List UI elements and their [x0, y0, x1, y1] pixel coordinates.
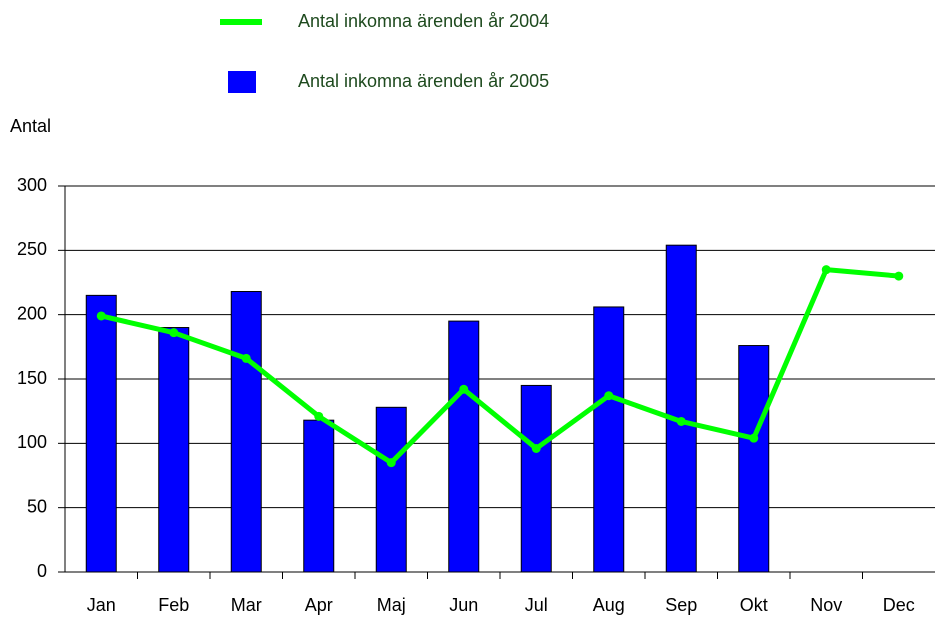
- x-tick-label: Okt: [740, 595, 768, 615]
- point: [169, 328, 179, 338]
- x-tick-label: Nov: [810, 595, 842, 615]
- y-tick-label: 200: [17, 303, 47, 323]
- point: [749, 433, 759, 443]
- point: [386, 458, 396, 468]
- bar: [448, 320, 480, 573]
- point: [531, 443, 541, 453]
- point: [604, 391, 614, 401]
- point: [676, 416, 686, 426]
- bar: [158, 327, 190, 573]
- bar: [85, 294, 117, 573]
- point: [241, 353, 251, 363]
- x-tick-label: Jul: [525, 595, 548, 615]
- x-tick-label: Mar: [231, 595, 262, 615]
- y-tick-label: 0: [37, 561, 47, 581]
- y-tick-label: 250: [17, 239, 47, 259]
- legend-swatch: [228, 71, 256, 93]
- bar: [738, 345, 770, 573]
- point: [459, 384, 469, 394]
- bar: [520, 384, 552, 573]
- bar: [375, 406, 407, 573]
- x-tick-label: Maj: [377, 595, 406, 615]
- x-tick-label: Aug: [593, 595, 625, 615]
- x-tick-label: Feb: [158, 595, 189, 615]
- legend-label: Antal inkomna ärenden år 2004: [298, 11, 549, 31]
- x-tick-label: Sep: [665, 595, 697, 615]
- line: [100, 267, 899, 466]
- bar: [230, 291, 262, 573]
- bar: [665, 244, 697, 573]
- point: [894, 271, 904, 281]
- x-tick-label: Jan: [87, 595, 116, 615]
- bar: [593, 306, 625, 573]
- y-tick-label: 300: [17, 175, 47, 195]
- point: [96, 311, 106, 321]
- point: [314, 411, 324, 421]
- y-tick-label: 50: [27, 496, 47, 516]
- point: [821, 265, 831, 275]
- y-tick-label: 100: [17, 432, 47, 452]
- x-tick-label: Jun: [449, 595, 478, 615]
- legend-label: Antal inkomna ärenden år 2005: [298, 71, 549, 91]
- x-tick-label: Apr: [305, 595, 333, 615]
- bar: [303, 419, 335, 573]
- y-tick-label: 150: [17, 368, 47, 388]
- y-axis-label: Antal: [10, 116, 51, 136]
- x-tick-label: Dec: [883, 595, 915, 615]
